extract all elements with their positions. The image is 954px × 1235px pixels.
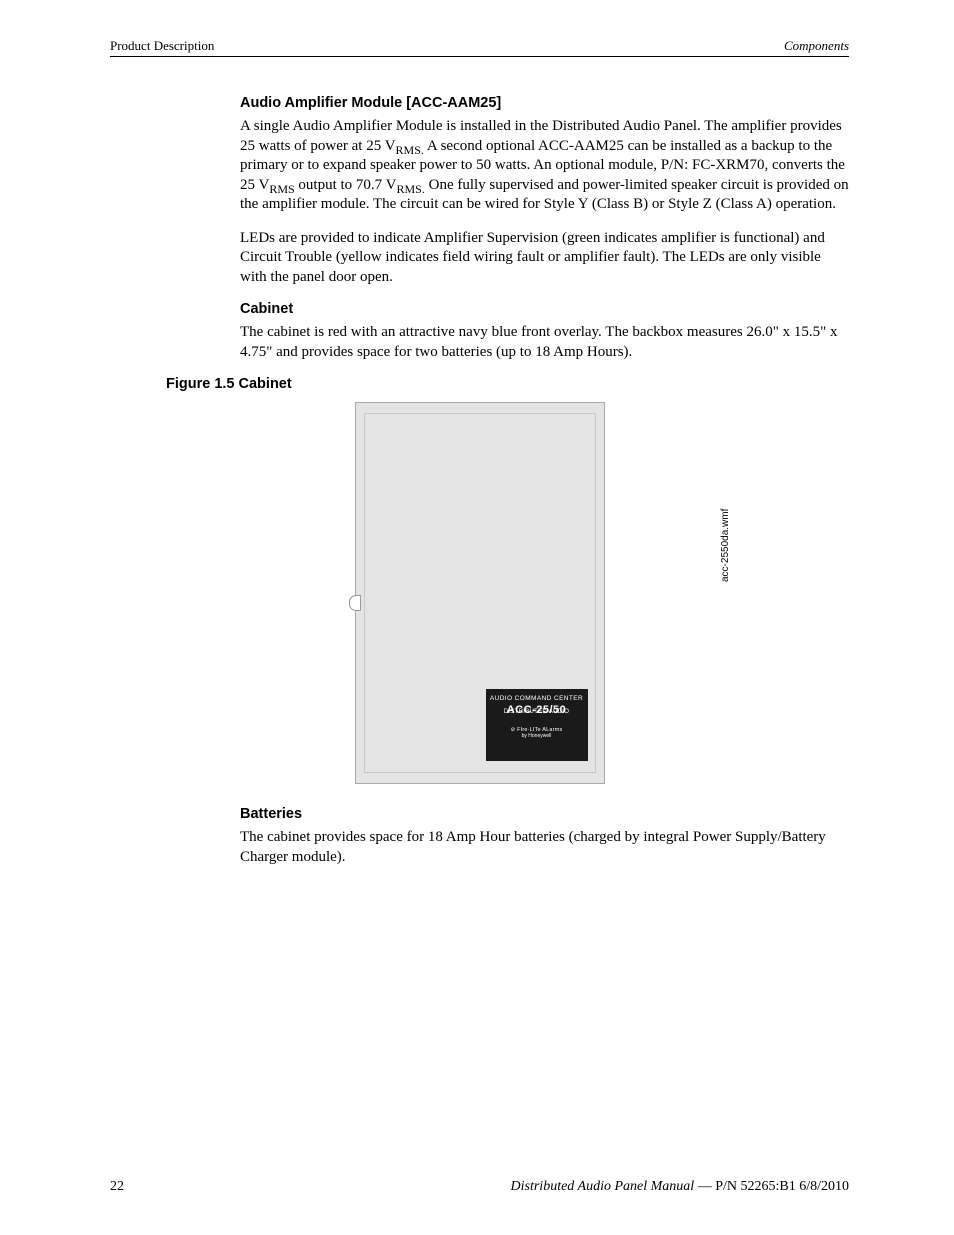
figure-caption: Figure 1.5 Cabinet bbox=[166, 376, 849, 392]
header-left: Product Description bbox=[110, 38, 214, 54]
section-title-cabinet: Cabinet bbox=[240, 301, 849, 317]
cabinet-hinge bbox=[349, 595, 361, 611]
amp-paragraph-2: LEDs are provided to indicate Amplifier … bbox=[240, 229, 849, 288]
page-number: 22 bbox=[110, 1179, 124, 1195]
footer-right: Distributed Audio Panel Manual — P/N 522… bbox=[511, 1179, 849, 1195]
page-footer: 22 Distributed Audio Panel Manual — P/N … bbox=[110, 1179, 849, 1195]
plate-line2b: DISTRIBUTED AUDIO bbox=[489, 709, 585, 715]
figure-filename: acc-2550da.wmf bbox=[720, 509, 731, 582]
plate-line4: by Honeywell bbox=[489, 733, 585, 739]
amp-paragraph-1: A single Audio Amplifier Module is insta… bbox=[240, 117, 849, 215]
section-title-amp: Audio Amplifier Module [ACC-AAM25] bbox=[240, 95, 849, 111]
page-header: Product Description Components bbox=[110, 38, 849, 57]
cabinet-label-plate: AUDIO COMMAND CENTER ACC-25/50 DISTRIBUT… bbox=[486, 689, 588, 761]
cabinet-drawing: AUDIO COMMAND CENTER ACC-25/50 DISTRIBUT… bbox=[355, 402, 605, 784]
batteries-paragraph: The cabinet provides space for 18 Amp Ho… bbox=[240, 828, 849, 867]
plate-line1: AUDIO COMMAND CENTER bbox=[489, 695, 585, 702]
figure-cabinet: AUDIO COMMAND CENTER ACC-25/50 DISTRIBUT… bbox=[110, 402, 849, 784]
section-title-batteries: Batteries bbox=[240, 806, 849, 822]
cabinet-paragraph: The cabinet is red with an attractive na… bbox=[240, 323, 849, 362]
header-right: Components bbox=[784, 38, 849, 54]
